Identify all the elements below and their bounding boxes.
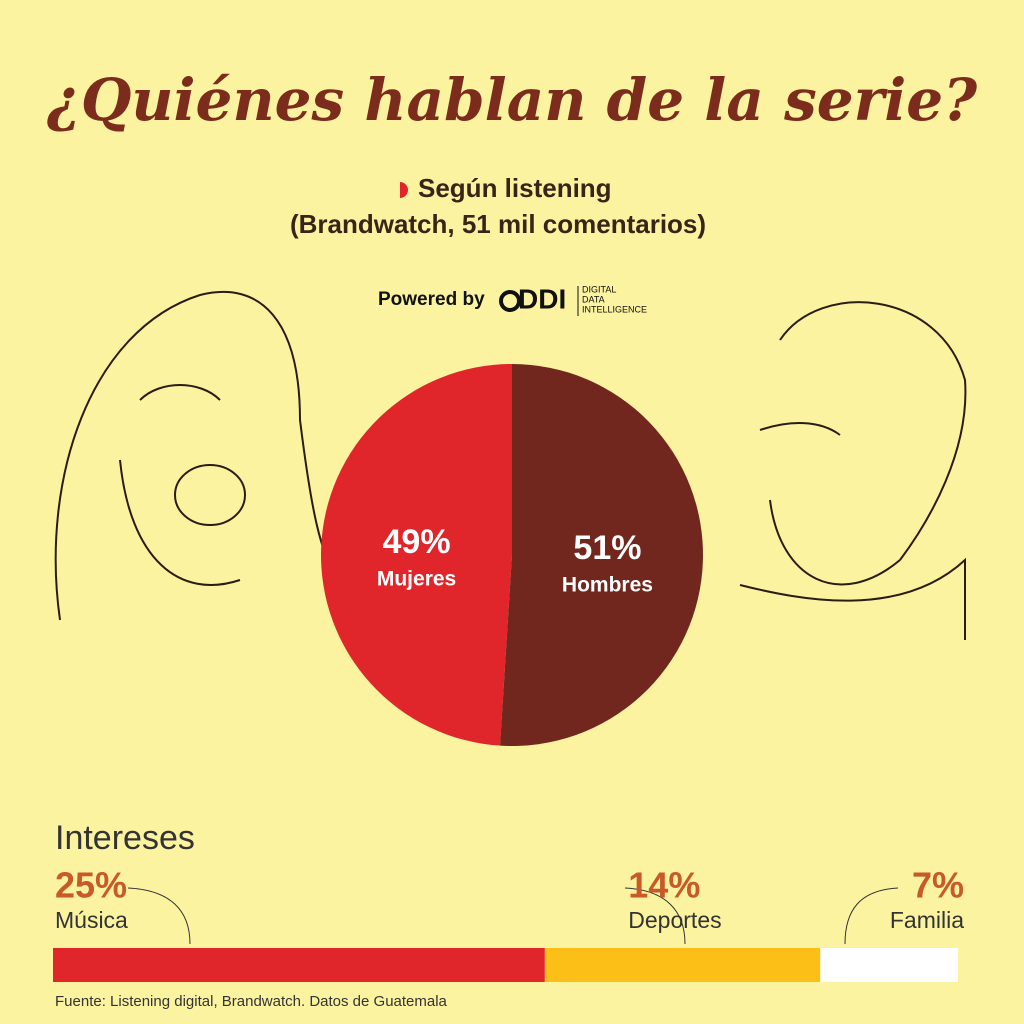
pie-value-label: 49%	[383, 523, 451, 561]
subtitle: Según listening	[418, 173, 612, 203]
connectors	[127, 887, 899, 945]
logo-circle	[499, 290, 521, 312]
bar-segment	[820, 948, 958, 982]
title: ¿Quiénes hablan de la serie?	[46, 66, 978, 134]
logo: DDI	[518, 283, 566, 314]
pie-slice	[500, 364, 704, 746]
pie-value-label: 51%	[573, 529, 641, 567]
bar-value-label: 7%	[912, 865, 964, 906]
face-sketch-right	[739, 301, 967, 640]
bar-segment	[53, 948, 545, 982]
powered-by: Powered by	[378, 289, 485, 310]
bullet	[400, 182, 408, 198]
logo-caption: DIGITAL	[582, 284, 616, 294]
subtitle: (Brandwatch, 51 mil comentarios)	[290, 209, 706, 239]
bar-category-label: Música	[55, 907, 128, 933]
pie-category-label: Hombres	[562, 574, 653, 597]
interests-title: Intereses	[55, 819, 195, 857]
logo-caption: DATA	[582, 294, 605, 304]
source: Fuente: Listening digital, Brandwatch. D…	[55, 993, 448, 1010]
pie-category-label: Mujeres	[377, 568, 456, 591]
bar-category-label: Deportes	[628, 907, 721, 933]
pie-slice	[321, 364, 512, 746]
bar-segment	[544, 948, 821, 982]
bar-value-label: 14%	[628, 865, 700, 906]
bar-value-label: 25%	[55, 865, 127, 906]
logo-caption: INTELLIGENCE	[582, 304, 647, 314]
bar-category-label: Familia	[890, 907, 964, 933]
face-sketch-left	[54, 290, 341, 621]
